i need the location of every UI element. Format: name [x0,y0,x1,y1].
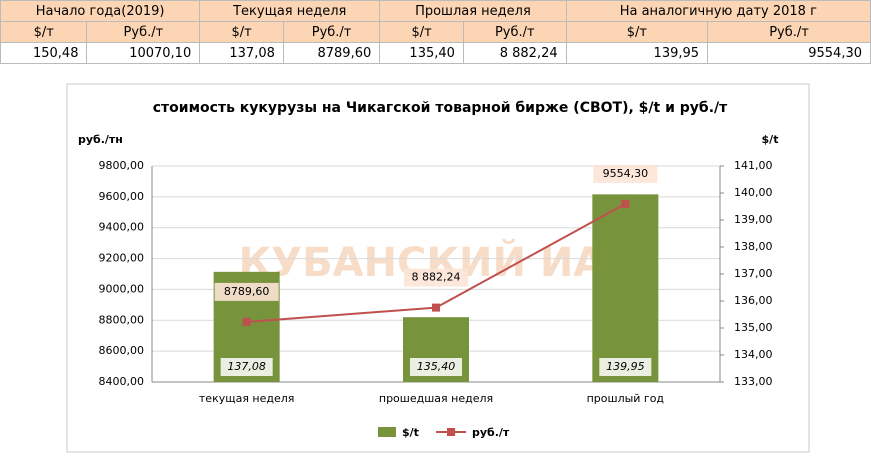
y2-tick-label: 134,00 [734,348,773,361]
y2-tick-label: 141,00 [734,159,773,172]
data-label: 8 882,24 [412,271,461,284]
table-cell: Руб./т [462,21,567,43]
y2-tick-label: 139,00 [734,213,773,226]
data-label-box [599,358,652,376]
y2-tick-label: 137,00 [734,267,773,280]
table-cell: $/т [0,21,88,43]
y-tick-label: 9600,00 [99,190,145,203]
data-label-box [404,268,468,287]
data-label-box [220,358,273,376]
table-cell: Прошлая неделя [379,0,567,22]
legend-swatch [447,428,455,436]
legend-swatch [378,427,396,437]
y-tick-label: 9800,00 [99,159,145,172]
table-row: Начало года(2019) Текущая неделя Прошлая н… [0,0,871,22]
y-axis-label: руб./тн [78,133,123,146]
data-label-box [410,358,462,376]
marker [621,199,630,208]
data-label: 139,95 [606,360,645,373]
data-label: 9554,30 [603,167,649,180]
legend-label: $/t [402,426,419,439]
table-cell: 137,08 [199,42,284,64]
y-tick-label: 9200,00 [99,252,145,265]
data-label: 8789,60 [224,285,270,298]
data-label-box [593,164,658,183]
table-row: $/т Руб./т $/т Руб./т $/т Руб./т $/т Руб./т [0,21,871,43]
x-tick-label: прошедшая неделя [379,392,493,405]
y2-axis-label: $/t [762,133,779,146]
y2-tick-label: 133,00 [734,375,773,388]
table-cell: 139,95 [565,42,709,64]
table-cell: Текущая неделя [199,0,381,22]
x-tick-label: прошлый год [587,392,665,405]
x-tick-label: текущая неделя [199,392,295,405]
y2-tick-label: 140,00 [734,186,773,199]
y2-tick-label: 136,00 [734,294,773,307]
bar [592,194,659,382]
table-cell: 9554,30 [707,42,871,64]
table-cell: $/т [199,21,284,43]
chart-title: стоимость кукурузы на Чикагской товарной… [153,100,728,116]
marker [432,303,440,312]
table-row: 150,48 10070,10 137,08 8789,60 135,40 8 882,2… [0,42,871,64]
table-cell: Начало года(2019) [0,0,201,22]
marker [242,317,251,326]
y2-tick-label: 138,00 [734,240,773,253]
table-cell: Руб./т [86,21,201,43]
table-cell: 150,48 [0,42,88,64]
table-cell: 8789,60 [282,42,381,64]
price-table: Начало года(2019) Текущая неделя Прошлая н… [0,0,871,64]
y-tick-label: 8400,00 [99,375,145,388]
table-cell: $/т [379,21,464,43]
y-tick-label: 8800,00 [99,313,145,326]
table-cell: 135,40 [379,42,464,64]
chart-frame [66,83,810,453]
y-tick-label: 9000,00 [99,282,145,295]
table-cell: $/т [565,21,709,43]
data-label: 135,40 [417,360,456,373]
table-cell: 8 882,24 [462,42,567,64]
data-label: 137,08 [227,360,266,373]
data-label-box [214,282,279,301]
y-tick-label: 9400,00 [99,221,145,234]
table-cell: 10070,10 [86,42,201,64]
y2-tick-label: 135,00 [734,321,773,334]
y-tick-label: 8600,00 [99,344,145,357]
legend-label: руб./т [472,426,510,439]
